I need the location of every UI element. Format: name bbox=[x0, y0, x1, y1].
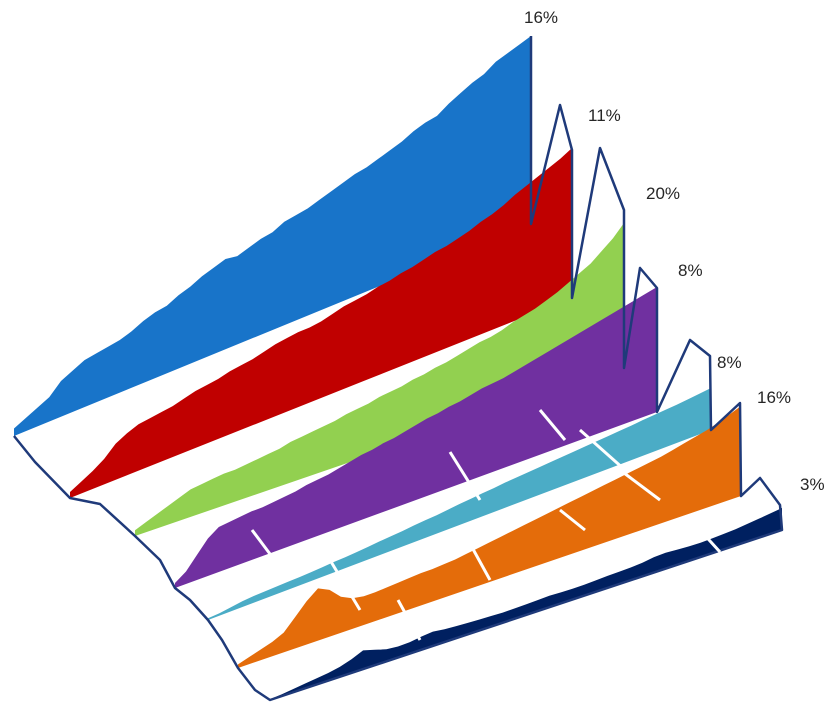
series-area bbox=[270, 508, 782, 700]
divider-line bbox=[328, 559, 362, 611]
series-end-label: 16% bbox=[524, 8, 558, 27]
divider-line bbox=[396, 599, 422, 641]
divider-line bbox=[448, 451, 482, 501]
series-end-label: 20% bbox=[646, 184, 680, 203]
series-area bbox=[208, 388, 711, 620]
series-end-labels: 16% 11% 20% 8% 8% 16% 3% bbox=[524, 8, 825, 494]
divider-line bbox=[466, 539, 492, 581]
series-areas bbox=[14, 36, 782, 700]
divider-line bbox=[698, 528, 722, 554]
segment-dividers bbox=[250, 409, 722, 641]
series-end-label: 8% bbox=[678, 261, 703, 280]
series-area bbox=[175, 287, 657, 588]
divider-line bbox=[538, 409, 567, 441]
divider-line bbox=[250, 529, 284, 571]
divider-line bbox=[579, 428, 626, 472]
series-area bbox=[14, 36, 531, 436]
series-area bbox=[70, 148, 572, 498]
series-end-label: 16% bbox=[757, 388, 791, 407]
chart-outline bbox=[13, 36, 784, 702]
series-end-label: 11% bbox=[588, 106, 621, 125]
divider-line bbox=[559, 508, 586, 532]
divider-line bbox=[619, 468, 661, 502]
series-area bbox=[238, 406, 741, 668]
series-end-label: 8% bbox=[717, 353, 742, 372]
series-end-label: 3% bbox=[800, 475, 825, 494]
